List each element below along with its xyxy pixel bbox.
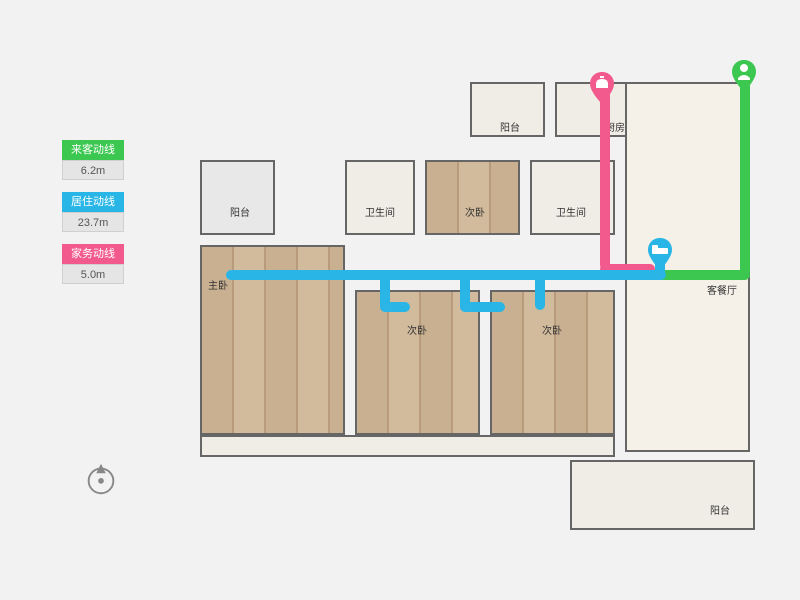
flow-guest-seg-0 — [740, 78, 750, 276]
flow-living-seg-5 — [535, 270, 545, 310]
legend-value-living: 23.7m — [62, 212, 124, 232]
room-label-living-dining: 客餐厅 — [707, 282, 737, 297]
flow-living-seg-0 — [226, 270, 666, 280]
room-bedroom-2b: 次卧 — [355, 290, 480, 435]
room-bathroom-1: 卫生间 — [345, 160, 415, 235]
room-label-bathroom-1: 卫生间 — [365, 204, 395, 219]
legend: 来客动线 6.2m 居住动线 23.7m 家务动线 5.0m — [62, 140, 124, 296]
room-corridor — [200, 435, 615, 457]
flow-living-seg-4 — [460, 302, 505, 312]
kitchen-marker — [588, 70, 616, 106]
legend-label-living: 居住动线 — [62, 192, 124, 212]
room-label-bedroom-2b: 次卧 — [407, 322, 427, 337]
room-bedroom-2c: 次卧 — [490, 290, 615, 435]
room-label-bedroom-2c: 次卧 — [542, 322, 562, 337]
room-balcony-bottom: 阳台 — [570, 460, 755, 530]
legend-label-guest: 来客动线 — [62, 140, 124, 160]
legend-item-guest: 来客动线 6.2m — [62, 140, 124, 180]
legend-label-house: 家务动线 — [62, 244, 124, 264]
room-label-bedroom-2a: 次卧 — [465, 204, 485, 219]
room-label-balcony-bottom: 阳台 — [710, 502, 730, 517]
room-label-master-bedroom: 主卧 — [208, 277, 228, 292]
room-balcony-left: 阳台 — [200, 160, 275, 235]
room-balcony-top-left: 阳台 — [470, 82, 545, 137]
legend-item-house: 家务动线 5.0m — [62, 244, 124, 284]
flow-living-seg-2 — [380, 302, 410, 312]
legend-item-living: 居住动线 23.7m — [62, 192, 124, 232]
room-label-balcony-top-left: 阳台 — [500, 119, 520, 134]
legend-value-guest: 6.2m — [62, 160, 124, 180]
room-label-balcony-left: 阳台 — [230, 204, 250, 219]
compass-icon — [82, 460, 120, 498]
floor-plan: 阳台厨房阳台卫生间次卧卫生间客餐厅主卧次卧次卧阳台 — [200, 60, 760, 550]
entrance-marker — [730, 58, 758, 94]
room-label-bathroom-2: 卫生间 — [556, 204, 586, 219]
flow-house-seg-0 — [600, 90, 610, 270]
room-bedroom-2a: 次卧 — [425, 160, 520, 235]
bed-marker — [646, 236, 674, 272]
legend-value-house: 5.0m — [62, 264, 124, 284]
